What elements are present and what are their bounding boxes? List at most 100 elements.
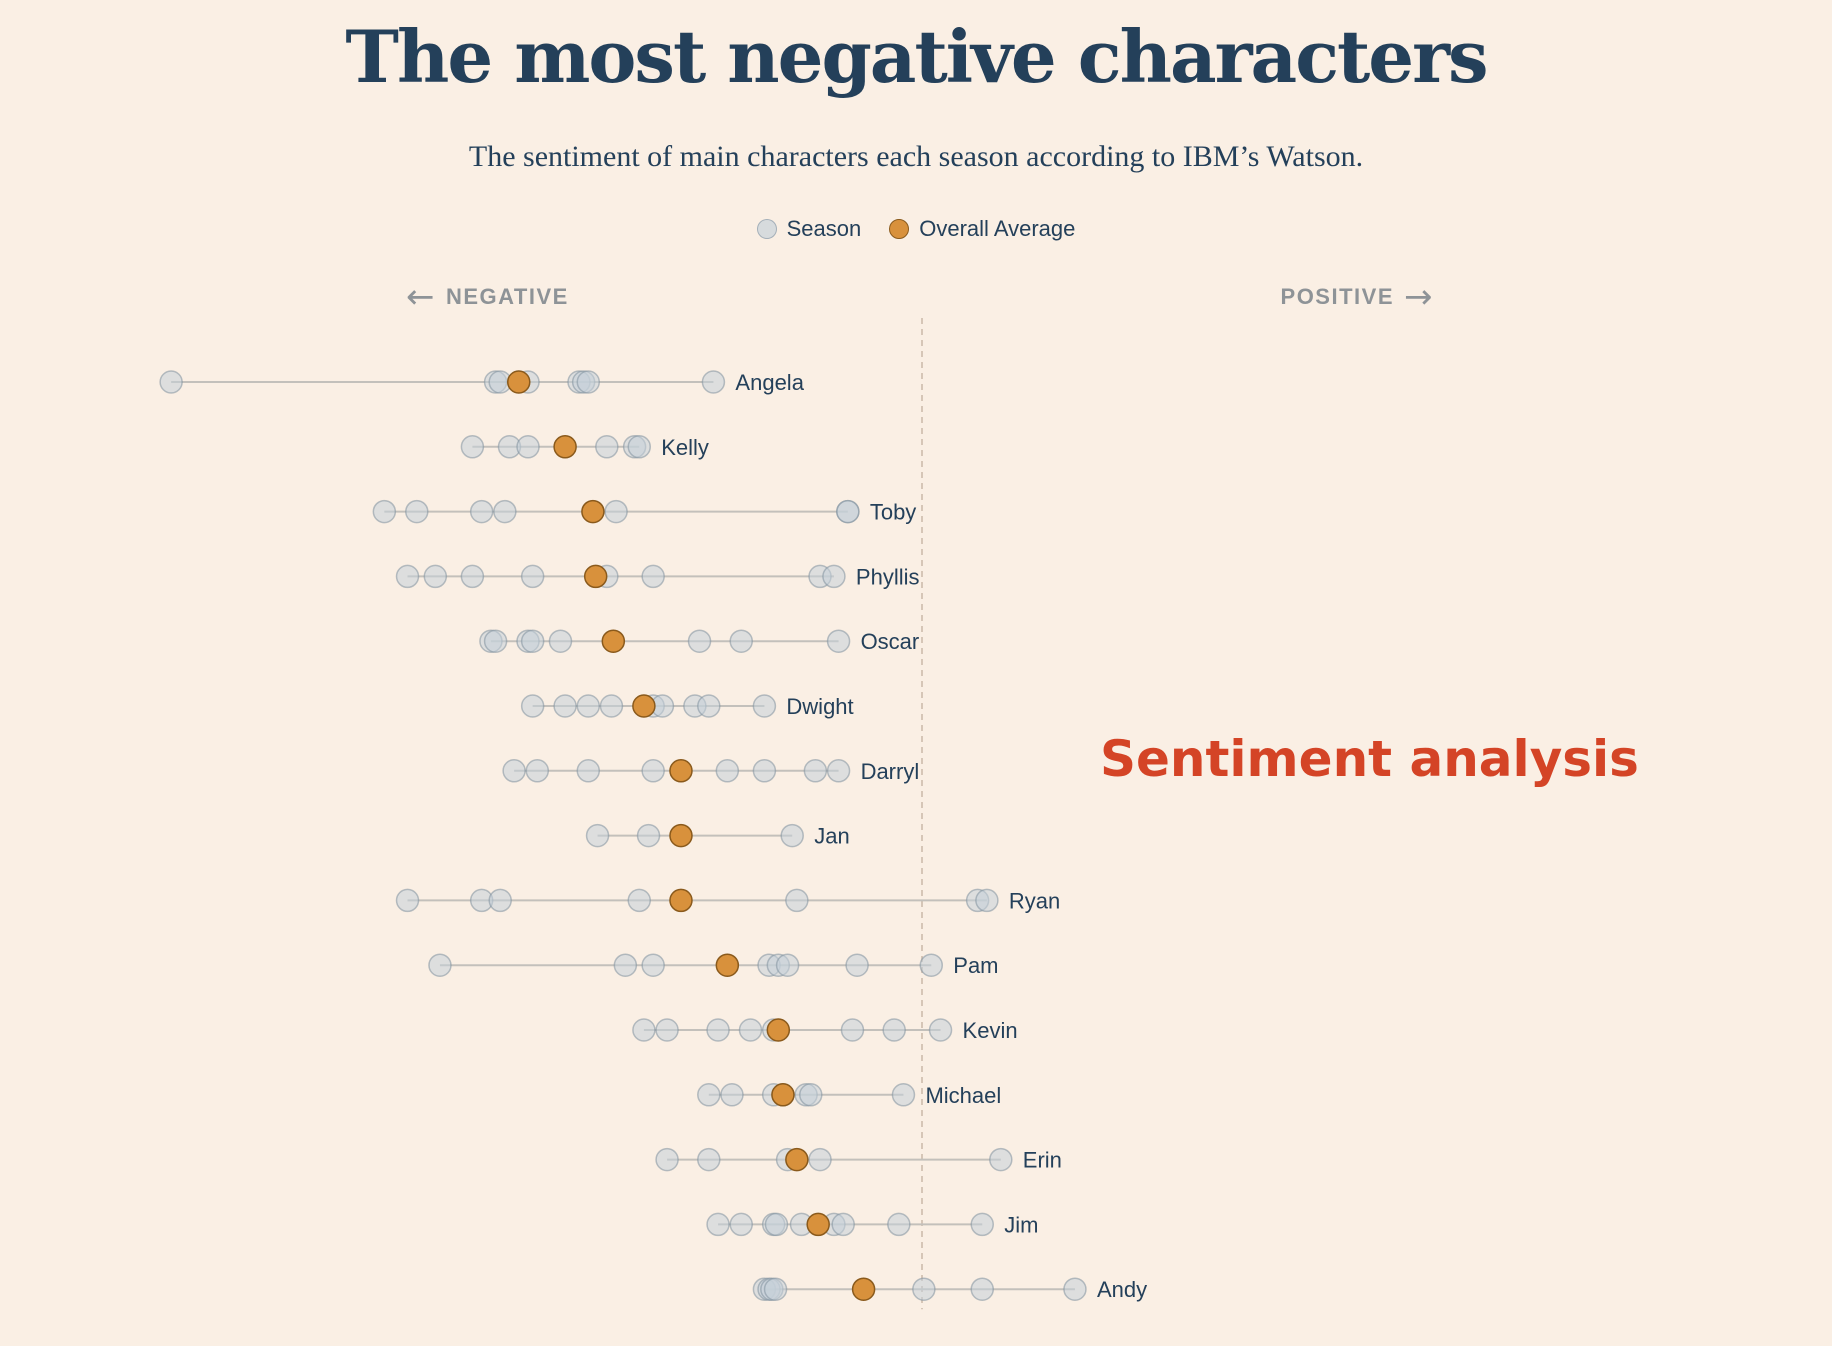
season-dot: [799, 1083, 823, 1107]
arrow-left-icon: ←: [406, 277, 436, 317]
average-dot: [851, 1277, 876, 1301]
season-dot: [405, 499, 429, 524]
season-dot: [428, 953, 452, 977]
season-dot: [372, 499, 397, 524]
chart-subtitle: The sentiment of main characters each se…: [468, 140, 1364, 173]
season-dot: [912, 1277, 936, 1301]
season-dot: [599, 694, 624, 718]
average-dot: [553, 435, 577, 459]
season-dot: [715, 759, 740, 783]
average-dot: [669, 888, 693, 913]
character-label: Erin: [1023, 1148, 1062, 1173]
positive-label: POSITIVE: [1280, 284, 1394, 309]
character-label: Michael: [925, 1083, 1001, 1108]
season-dot: [729, 1212, 753, 1237]
season-dot: [836, 499, 860, 524]
average-dot: [806, 1212, 830, 1237]
average-dot: [581, 499, 605, 524]
season-dot: [840, 1018, 865, 1042]
season-dot: [775, 953, 800, 977]
season-dot: [548, 629, 573, 653]
character-label: Phyllis: [856, 564, 920, 589]
average-dot: [766, 1018, 791, 1042]
season-dot: [1063, 1277, 1087, 1301]
average-dot: [715, 953, 740, 977]
average-dot: [669, 823, 693, 848]
season-dot: [423, 564, 448, 589]
season-dot-icon: [756, 219, 777, 239]
character-label: Dwight: [786, 694, 853, 719]
season-dot: [919, 953, 944, 977]
season-dot: [553, 694, 577, 718]
season-dot: [831, 1212, 855, 1237]
season-dot: [780, 823, 804, 848]
season-dot: [891, 1083, 916, 1107]
season-dot: [975, 888, 999, 913]
season-dot: [882, 1018, 906, 1042]
average-dot: [583, 564, 608, 589]
legend: Season Overall Average: [0, 216, 1832, 242]
character-label: Kelly: [661, 435, 709, 460]
season-dot: [520, 694, 545, 718]
season-dot: [970, 1212, 995, 1237]
season-dot: [493, 499, 517, 524]
positive-direction-label: POSITIVE →: [1281, 280, 1434, 314]
average-dot: [669, 759, 693, 783]
average-dot-icon: [889, 219, 910, 239]
average-dot: [632, 694, 656, 718]
watermark-text: Sentiment analysis: [1100, 730, 1639, 788]
season-dot: [641, 759, 665, 783]
season-dot: [803, 759, 828, 783]
season-dot: [655, 1018, 679, 1042]
season-dot: [632, 1018, 656, 1042]
season-dot: [822, 564, 846, 589]
character-label: Ryan: [1009, 888, 1060, 913]
season-dot: [604, 499, 628, 524]
character-label: Pam: [953, 953, 998, 978]
season-dot: [483, 629, 508, 653]
chart-title: The most negative characters: [345, 14, 1488, 99]
season-dot: [460, 564, 485, 589]
season-dot: [576, 370, 601, 394]
season-dot: [752, 759, 777, 783]
season-dot: [469, 499, 494, 524]
season-dot: [697, 694, 721, 718]
season-dot: [989, 1147, 1013, 1172]
season-dot: [697, 1147, 721, 1172]
season-dot: [585, 823, 610, 848]
character-label: Jim: [1004, 1212, 1038, 1237]
character-label: Andy: [1097, 1277, 1147, 1302]
season-dot: [808, 1147, 832, 1172]
season-dot: [763, 1277, 788, 1301]
legend-label-season: Season: [786, 216, 862, 241]
season-dot: [785, 888, 809, 913]
season-dot: [970, 1277, 995, 1301]
season-dot: [525, 759, 550, 783]
legend-label-average: Overall Average: [919, 216, 1076, 241]
season-dot: [636, 823, 661, 848]
legend-item-season: Season: [756, 216, 862, 242]
season-dot: [159, 370, 183, 394]
season-dot: [764, 1212, 789, 1237]
average-dot: [771, 1083, 795, 1107]
season-dot: [488, 888, 512, 913]
negative-label: NEGATIVE: [446, 284, 569, 309]
average-dot: [785, 1147, 809, 1172]
season-dot: [729, 629, 753, 653]
character-label: Oscar: [861, 629, 920, 654]
arrow-right-icon: →: [1404, 277, 1434, 317]
season-dot: [687, 629, 712, 653]
season-dot: [613, 953, 638, 977]
season-dot: [655, 1147, 679, 1172]
season-dot: [502, 759, 526, 783]
negative-direction-label: ← NEGATIVE: [406, 280, 569, 314]
season-dot: [576, 694, 601, 718]
season-dot: [701, 370, 726, 394]
season-dot: [520, 564, 545, 589]
season-dot: [460, 435, 485, 459]
season-dot: [516, 435, 540, 459]
character-label: Kevin: [963, 1018, 1018, 1043]
season-dot: [826, 759, 851, 783]
